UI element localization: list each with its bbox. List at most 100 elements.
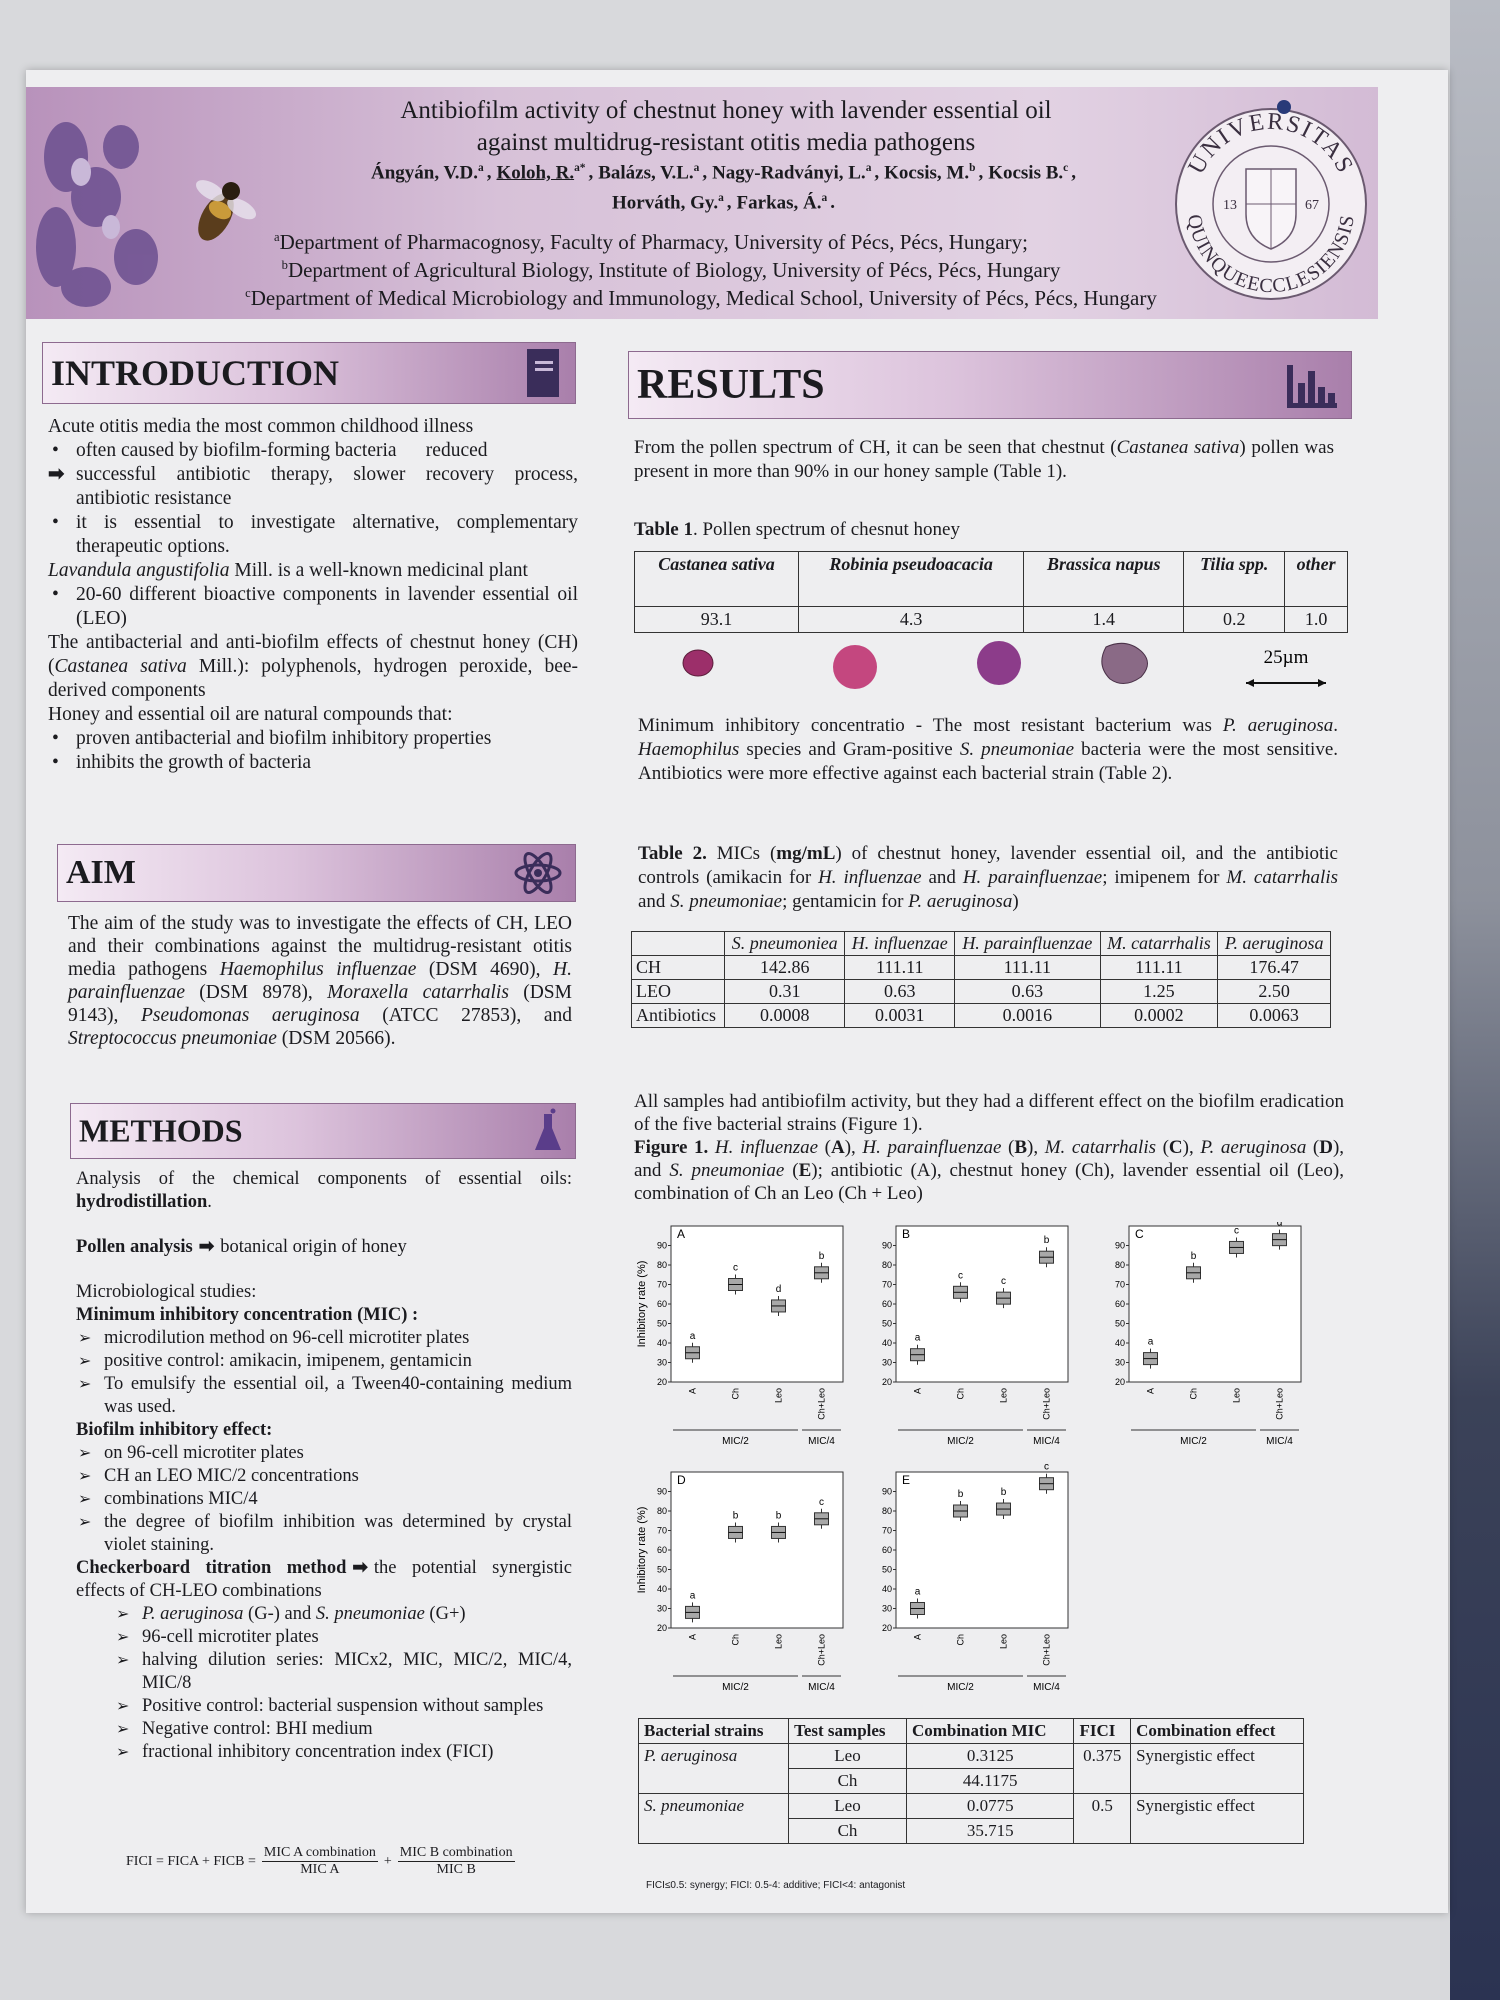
italic-text: M. catarrhalis — [1044, 1137, 1156, 1158]
text: Mill.): polyphenols, hydrogen peroxide, … — [48, 656, 578, 701]
y-tick-label: 30 — [657, 1604, 667, 1614]
panel-label: E — [902, 1473, 910, 1487]
y-tick-label: 50 — [882, 1565, 892, 1575]
table-cell: P. aeruginosa — [1217, 931, 1331, 956]
table-cell: 176.47 — [1217, 955, 1331, 980]
italic-text: H. parainfluenzae — [862, 1137, 1002, 1158]
author-affiliation: a — [693, 162, 700, 174]
y-tick-label: 80 — [657, 1260, 667, 1270]
y-tick-label: 90 — [1115, 1241, 1125, 1251]
affiliation-mark: c — [245, 286, 251, 300]
list-item: Microbiological studies: — [76, 1281, 572, 1304]
italic-text: P. aeruginosa — [1222, 715, 1334, 736]
italic-text: H. parainfluenzae — [962, 867, 1103, 888]
list-item: Pollen analysis ➡ botanical origin of hone… — [76, 1236, 572, 1259]
text: the potential synergistic effects of CH-… — [76, 1558, 572, 1601]
list-item: often caused by biofilm-forming bacteria… — [48, 439, 578, 463]
text: ), and — [634, 1137, 1345, 1181]
title-line: against multidrug-resistant otitis media… — [476, 129, 976, 156]
italic-text: Castanea sativa — [1116, 437, 1240, 458]
text: fractional inhibitory concentration inde… — [142, 1742, 494, 1762]
x-tick-label: Ch+Leo — [1042, 1388, 1052, 1420]
separator: , — [726, 192, 732, 214]
separator: , — [978, 162, 984, 184]
significance-letter: b — [776, 1510, 782, 1521]
text: (G+) — [424, 1604, 466, 1624]
table-cell — [630, 931, 726, 956]
text: on 96-cell microtiter plates — [104, 1443, 304, 1463]
bold-text: A — [830, 1137, 845, 1158]
list-item: on 96-cell microtiter plates — [76, 1442, 572, 1465]
text: proven antibacterial and biofilm inhibit… — [76, 728, 492, 749]
table-cell: Ch — [788, 1818, 907, 1844]
separator: , — [486, 162, 492, 184]
author-affiliation: b — [969, 162, 976, 174]
y-tick-label: 20 — [882, 1377, 892, 1387]
text: ) pollen was present in more than 90% in… — [634, 437, 1334, 482]
figure-caption: Figure 1. H. influenzae (A), H. parainfl… — [634, 1136, 1344, 1205]
list-item: microdilution method on 96-cell microtit… — [76, 1327, 572, 1350]
table-cell: 4.3 — [797, 606, 1025, 633]
group-label: MIC/4 — [808, 1436, 835, 1447]
table-cell: 0.3125 — [905, 1743, 1075, 1769]
affiliation-text: Department of Agricultural Biology, Inst… — [287, 258, 1061, 282]
text: . — [1333, 715, 1338, 736]
formula-plus: + — [383, 1853, 392, 1869]
list-item: successful antibiotic therapy, slower re… — [48, 463, 578, 511]
text: ( — [818, 1137, 831, 1158]
panel-label: B — [902, 1227, 910, 1241]
separator: , — [588, 162, 594, 184]
panel-label: D — [677, 1473, 686, 1487]
table-cell: 0.0775 — [905, 1793, 1075, 1819]
table-cell: 0.0002 — [1099, 1003, 1219, 1028]
x-tick-label: Ch+Leo — [1275, 1388, 1285, 1420]
text: ) of chestnut honey, lavender essential … — [638, 843, 1338, 888]
list-item: The antibacterial and anti-biofilm effec… — [48, 631, 578, 703]
significance-letter: b — [958, 1489, 964, 1500]
bold-text: E — [798, 1160, 812, 1181]
significance-letter: a — [1148, 1337, 1154, 1348]
text: Honey and essential oil are natural comp… — [48, 704, 453, 725]
background-room — [1450, 0, 1500, 2000]
x-tick-label: Ch — [731, 1634, 741, 1646]
text: inhibits the growth of bacteria — [76, 752, 312, 773]
separator: , — [702, 162, 708, 184]
x-tick-label: Leo — [1232, 1388, 1242, 1403]
text: botanical origin of honey — [220, 1237, 407, 1257]
list-item: P. aeruginosa (G-) and S. pneumoniae (G+… — [76, 1603, 572, 1626]
results-paragraph: Minimum inhibitory concentratio - The mo… — [638, 714, 1338, 786]
table-row: 93.1 4.3 1.4 0.2 1.0 — [634, 606, 1348, 633]
italic-text: Castanea sativa — [54, 656, 187, 677]
y-tick-label: 20 — [1115, 1377, 1125, 1387]
text: often caused by biofilm-forming bacteria… — [76, 440, 488, 461]
table-cell: 2.50 — [1217, 979, 1331, 1004]
y-tick-label: 20 — [657, 1623, 667, 1633]
table-cell: 1.25 — [1099, 979, 1219, 1004]
table-row: Ch 44.1175 — [639, 1768, 1304, 1794]
author-name: Kocsis B. — [988, 162, 1064, 184]
x-tick-label: Leo — [999, 1634, 1009, 1649]
affiliation: aDepartment of Pharmacognosy, Faculty of… — [126, 230, 1176, 255]
group-label: MIC/4 — [808, 1682, 835, 1693]
bold-text: Checkerboard titration method — [76, 1558, 347, 1578]
section-title: AIM — [66, 854, 136, 891]
author-affiliation: c — [1063, 162, 1069, 174]
university-logo: UNIVERSITAS QUINQUEECCLESIENSIS 13 67 — [1175, 100, 1367, 300]
section-header: AIM — [57, 844, 576, 902]
text: bacteria were the most sensitive. Antibi… — [638, 739, 1339, 784]
table-cell: Antibiotics — [630, 1003, 726, 1028]
x-tick-label: A — [913, 1634, 923, 1640]
list-item: Analysis of the chemical components of e… — [76, 1168, 572, 1214]
italic-text: H. influenzae — [818, 867, 922, 888]
text: 20-60 different bioactive components in … — [76, 584, 578, 629]
table-cell: LEO — [630, 979, 726, 1004]
table-cell: 0.0031 — [844, 1003, 956, 1028]
group-label: MIC/2 — [722, 1436, 749, 1447]
text: (DSM 20566). — [276, 1028, 396, 1049]
y-tick-label: 40 — [882, 1338, 892, 1348]
text: and — [638, 891, 671, 912]
table-cell: Brassica napus — [1023, 551, 1185, 607]
table-cell: 111.11 — [954, 955, 1101, 980]
author-name: Horváth, Gy. — [612, 192, 719, 214]
author-name: Kocsis, M. — [884, 162, 970, 184]
